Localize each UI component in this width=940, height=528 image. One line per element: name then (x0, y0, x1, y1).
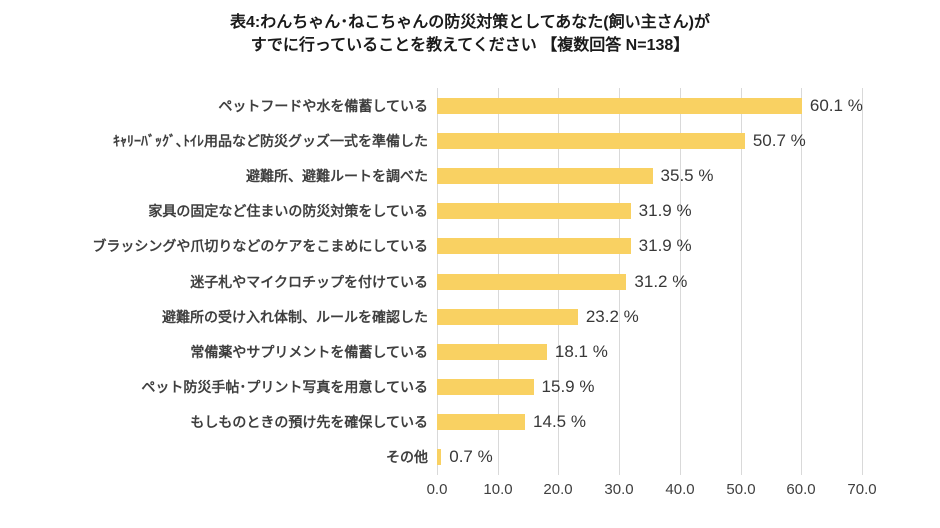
category-label: 避難所の受け入れ体制、ルールを確認した (162, 308, 428, 325)
bar-track: 31.9 % (437, 194, 692, 229)
x-tick-label: 50.0 (726, 481, 756, 498)
bar (437, 273, 627, 290)
bar-row: ペットフードや水を備蓄している 60.1 % (0, 88, 940, 123)
bar (437, 414, 526, 431)
bar (437, 132, 745, 149)
bar-track: 18.1 % (437, 334, 608, 369)
category-label: ブラッシングや爪切りなどのケアをこまめにしている (92, 238, 428, 255)
bar-row: 迷子札やマイクロチップを付けている 31.2 % (0, 264, 940, 299)
bar-row: ｷｬﾘｰﾊﾞｯｸﾞ､ﾄｲﾚ用品など防災グッズ一式を準備した 50.7 % (0, 123, 940, 158)
bar-row: ブラッシングや爪切りなどのケアをこまめにしている 31.9 % (0, 229, 940, 264)
bar (437, 343, 547, 360)
bar-track: 15.9 % (437, 370, 594, 405)
value-label: 18.1 % (554, 341, 608, 361)
bar (437, 167, 653, 184)
x-tick-label: 70.0 (847, 481, 877, 498)
value-label: 15.9 % (541, 377, 595, 397)
category-label: 常備薬やサプリメントを備蓄している (190, 343, 428, 360)
bar-track: 31.2 % (437, 264, 687, 299)
value-label: 35.5 % (660, 165, 714, 185)
bar-row: その他 0.7 % (0, 440, 940, 475)
bar-row: ペット防災手帖･プリント写真を用意している 15.9 % (0, 370, 940, 405)
x-tick-label: 0.0 (426, 481, 448, 498)
bar-row: 避難所の受け入れ体制、ルールを確認した 23.2 % (0, 299, 940, 334)
bar-track: 35.5 % (437, 158, 713, 193)
bar-row: 常備薬やサプリメントを備蓄している 18.1 % (0, 334, 940, 369)
value-label: 60.1 % (809, 95, 863, 115)
chart-rows: ペットフードや水を備蓄している 60.1 % ｷｬﾘｰﾊﾞｯｸﾞ､ﾄｲﾚ用品など防災… (0, 88, 940, 475)
value-label: 31.2 % (634, 271, 688, 291)
category-label: その他 (386, 449, 428, 466)
chart-title: 表4:わんちゃん･ねこちゃんの防災対策としてあなた(飼い主さん)が すでに行って… (0, 11, 940, 57)
bar-row: 家具の固定など住まいの防災対策をしている 31.9 % (0, 194, 940, 229)
bar-track: 0.7 % (437, 440, 493, 475)
bar-row: 避難所、避難ルートを調べた 35.5 % (0, 158, 940, 193)
x-tick-label: 20.0 (543, 481, 573, 498)
x-axis: 0.0 10.0 20.0 30.0 40.0 50.0 60.0 70.0 (427, 481, 877, 503)
gridline (741, 88, 742, 475)
chart-title-line1: 表4:わんちゃん･ねこちゃんの防災対策としてあなた(飼い主さん)が (230, 14, 710, 31)
gridline (801, 88, 802, 475)
value-label: 23.2 % (585, 306, 639, 326)
x-tick-label: 10.0 (483, 481, 513, 498)
bar-chart: ペットフードや水を備蓄している 60.1 % ｷｬﾘｰﾊﾞｯｸﾞ､ﾄｲﾚ用品など防災… (0, 88, 940, 475)
x-tick-label: 60.0 (786, 481, 816, 498)
x-tick-label: 30.0 (604, 481, 634, 498)
gridline (862, 88, 863, 475)
bar (437, 97, 802, 114)
bar (437, 238, 631, 255)
bar (437, 203, 631, 220)
bar-track: 50.7 % (437, 123, 806, 158)
value-label: 31.9 % (638, 201, 692, 221)
chart-title-line2: すでに行っていることを教えてください 【複数回答 N=138】 (250, 37, 690, 54)
category-label: ｷｬﾘｰﾊﾞｯｸﾞ､ﾄｲﾚ用品など防災グッズ一式を準備した (113, 132, 428, 149)
bar (437, 308, 578, 325)
category-label: 迷子札やマイクロチップを付けている (190, 273, 428, 290)
value-label: 50.7 % (752, 130, 806, 150)
category-label: ペットフードや水を備蓄している (218, 97, 428, 114)
category-label: 避難所、避難ルートを調べた (246, 167, 428, 184)
category-label: ペット防災手帖･プリント写真を用意している (141, 379, 428, 396)
category-label: もしものときの預け先を確保している (190, 414, 428, 431)
bar-track: 31.9 % (437, 229, 692, 264)
category-label: 家具の固定など住まいの防災対策をしている (148, 203, 428, 220)
bar-row: もしものときの預け先を確保している 14.5 % (0, 405, 940, 440)
value-label: 0.7 % (449, 447, 493, 467)
value-label: 14.5 % (533, 412, 586, 432)
gridline (680, 88, 681, 475)
bar-track: 23.2 % (437, 299, 639, 334)
x-tick-label: 40.0 (665, 481, 695, 498)
value-label: 31.9 % (638, 236, 692, 256)
bar-track: 60.1 % (437, 88, 863, 123)
bar (437, 379, 534, 396)
bar-track: 14.5 % (437, 405, 586, 440)
bar (437, 449, 442, 466)
